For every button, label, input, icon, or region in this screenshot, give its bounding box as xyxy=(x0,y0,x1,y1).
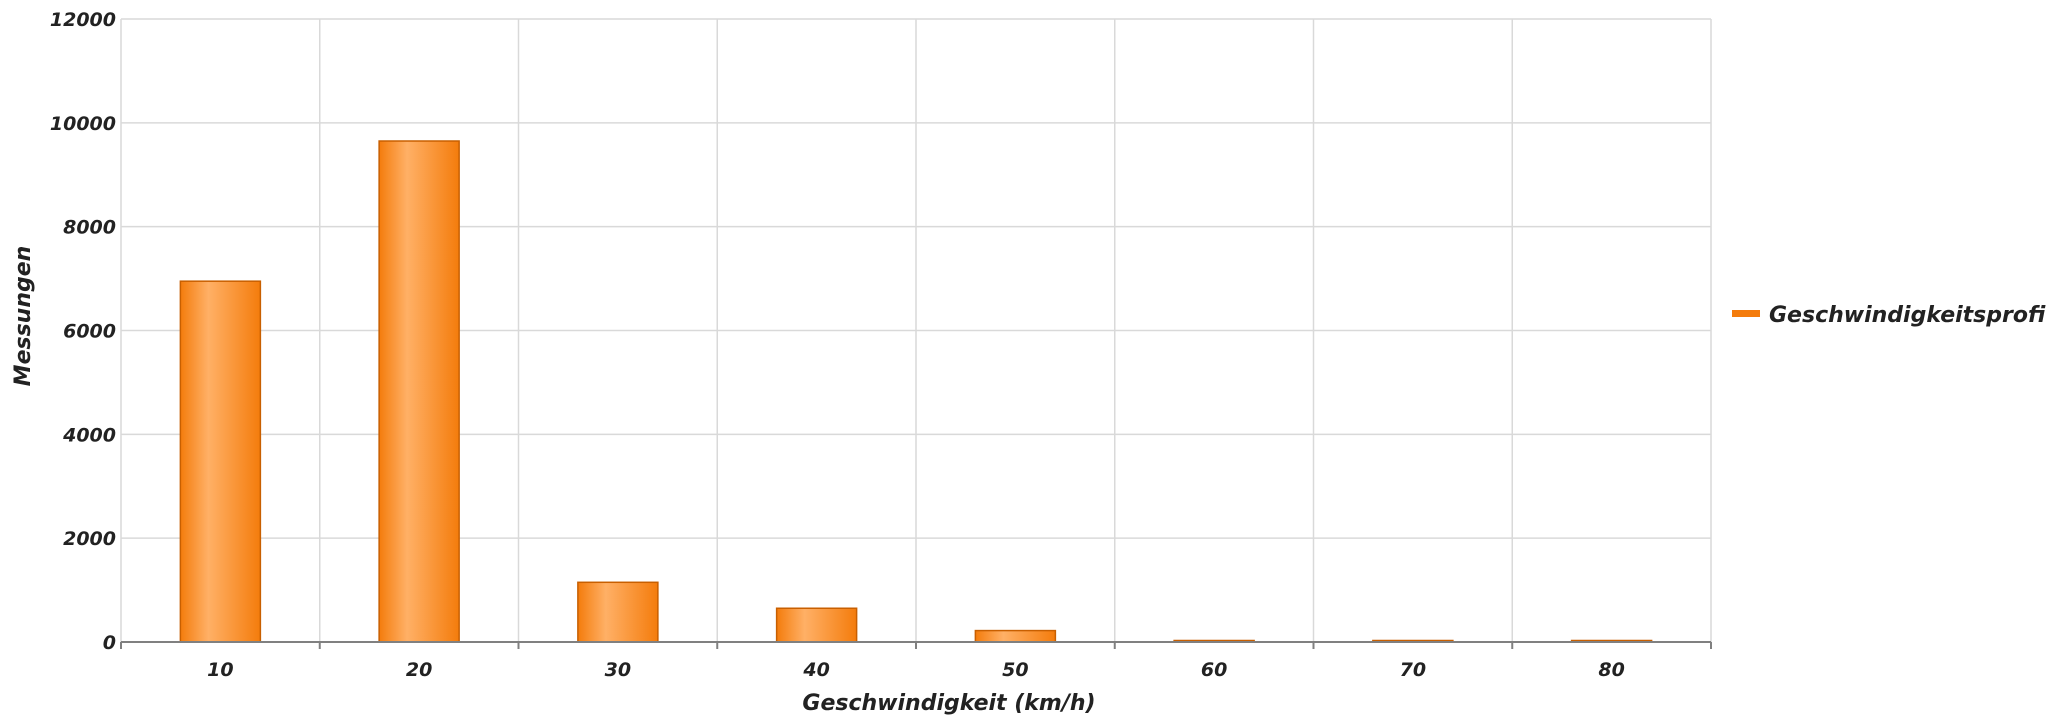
y-tick-label: 2000 xyxy=(63,528,116,550)
x-tick-label: 20 xyxy=(406,659,432,681)
grid-lines xyxy=(120,18,1712,643)
x-axis-title: Geschwindigkeit (km/h) xyxy=(802,691,1095,715)
x-tick-labels: 10 20 30 40 50 60 70 80 xyxy=(207,659,1625,681)
bar-30 xyxy=(577,581,659,643)
x-tick-label: 40 xyxy=(802,659,829,681)
y-axis-title: Messungen xyxy=(11,246,36,387)
y-tick-label: 12000 xyxy=(50,9,116,31)
bar-50 xyxy=(974,629,1057,643)
axes xyxy=(120,641,1712,649)
legend: Geschwindigkeitsprofi xyxy=(1732,303,2046,328)
x-tick-label: 30 xyxy=(605,659,631,681)
y-tick-label: 8000 xyxy=(63,217,116,239)
x-tick-label: 10 xyxy=(207,659,233,681)
x-tick-label: 60 xyxy=(1201,659,1227,681)
y-tick-label: 6000 xyxy=(63,321,116,343)
bar-20 xyxy=(378,140,460,643)
bar-10 xyxy=(179,280,262,643)
y-tick-label: 4000 xyxy=(62,424,116,446)
legend-swatch xyxy=(1732,310,1760,317)
x-tick-label: 80 xyxy=(1598,659,1624,681)
y-tick-labels: 0 2000 4000 6000 8000 10000 12000 xyxy=(50,9,116,654)
legend-label: Geschwindigkeitsprofi xyxy=(1769,303,2046,328)
x-tick-label: 50 xyxy=(1002,659,1028,681)
y-tick-label: 10000 xyxy=(50,113,116,135)
x-tick-label: 70 xyxy=(1400,659,1426,681)
bar-40 xyxy=(775,607,858,643)
y-tick-label: 0 xyxy=(103,632,116,654)
